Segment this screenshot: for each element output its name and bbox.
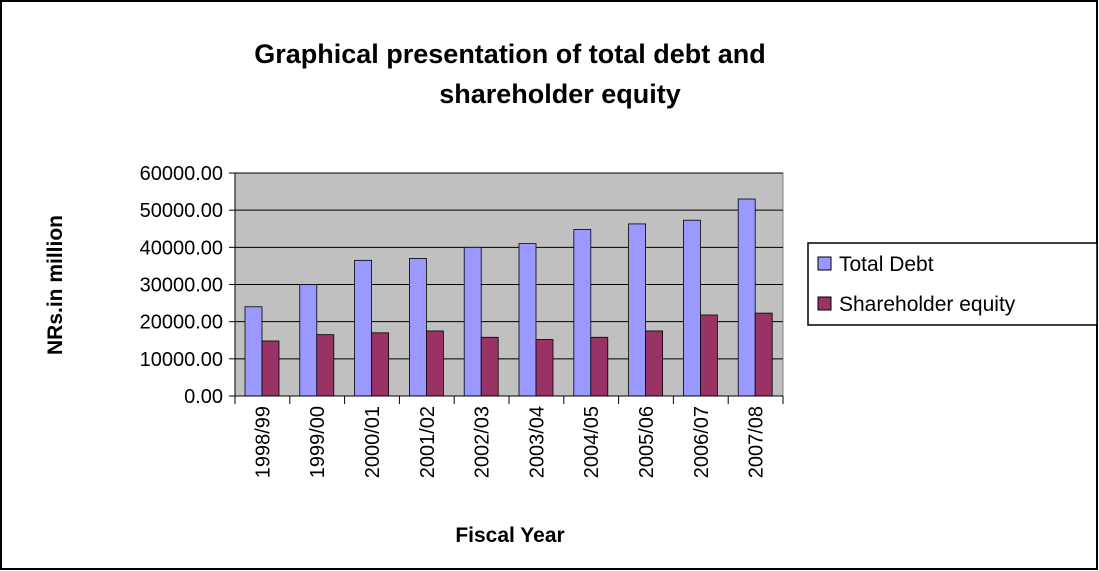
bar <box>700 314 718 397</box>
bar <box>628 223 646 397</box>
legend-label: Shareholder equity <box>839 293 1016 316</box>
x-tick-label: 2005/06 <box>636 406 658 478</box>
bar <box>518 243 537 397</box>
legend-label: Total Debt <box>839 253 934 276</box>
y-tick-label: 10000.00 <box>140 349 223 371</box>
bar <box>425 330 444 397</box>
y-tick-label: 30000.00 <box>140 275 223 297</box>
chart-title: shareholder equity <box>439 79 681 109</box>
x-axis-label: Fiscal Year <box>455 524 564 547</box>
y-axis-label: NRs.in million <box>44 215 67 355</box>
bar <box>371 332 390 397</box>
chart-title: Graphical presentation of total debt and <box>254 39 766 69</box>
y-tick-label: 0.00 <box>184 386 223 408</box>
bar <box>463 246 482 397</box>
legend <box>807 242 1098 326</box>
bar <box>261 340 280 397</box>
x-tick-label: 2004/05 <box>581 406 603 478</box>
x-tick-label: 1998/99 <box>252 406 274 478</box>
legend-swatch <box>817 296 832 311</box>
legend-swatch <box>817 256 832 271</box>
x-tick-label: 2002/03 <box>472 406 494 478</box>
x-tick-label: 2007/08 <box>746 406 768 478</box>
bar <box>645 330 663 397</box>
bar <box>590 336 609 397</box>
bar <box>354 259 373 397</box>
bar <box>737 198 756 397</box>
bar <box>535 339 554 397</box>
x-tick-label: 2001/02 <box>417 406 439 478</box>
bar <box>754 312 773 397</box>
x-tick-label: 1999/00 <box>307 406 329 478</box>
bar <box>244 306 263 397</box>
bar <box>573 229 592 397</box>
y-tick-label: 40000.00 <box>140 237 223 259</box>
bar <box>408 258 427 397</box>
y-tick-label: 20000.00 <box>140 312 223 334</box>
y-tick-label: 60000.00 <box>140 163 223 185</box>
bar <box>316 334 335 397</box>
bar <box>299 284 318 397</box>
y-tick-label: 50000.00 <box>140 200 223 222</box>
bar <box>480 336 499 397</box>
x-tick-label: 2003/04 <box>526 406 548 478</box>
x-tick-label: 2000/01 <box>362 406 384 478</box>
bar <box>683 219 701 397</box>
x-tick-label: 2006/07 <box>691 406 713 478</box>
